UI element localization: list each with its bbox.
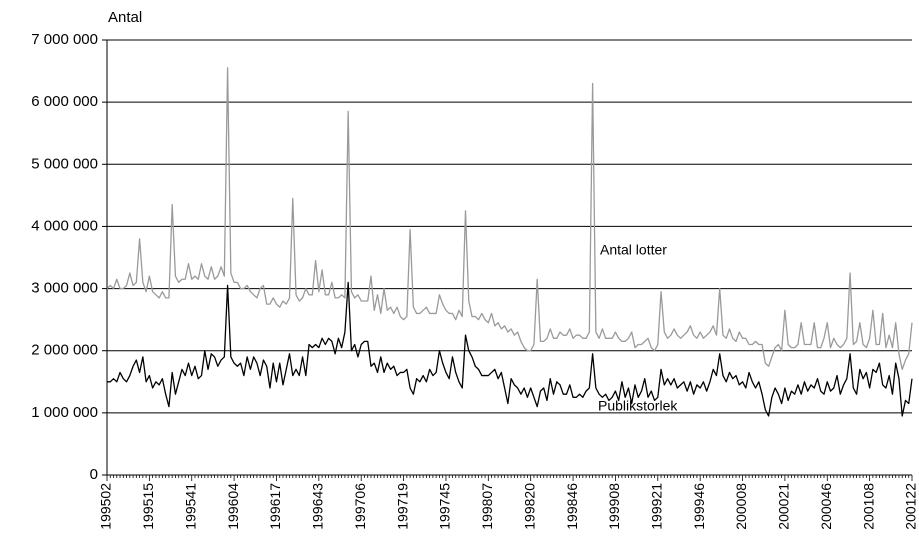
x-tick-label: 199643 bbox=[310, 483, 326, 530]
x-tick-label: 199515 bbox=[140, 483, 156, 530]
y-tick-label: 6 000 000 bbox=[31, 93, 98, 110]
y-tick-label: 3 000 000 bbox=[31, 280, 98, 297]
series-label: Publikstorlek bbox=[598, 398, 678, 414]
x-tick-label: 199946 bbox=[691, 483, 707, 530]
x-tick-label: 199908 bbox=[606, 483, 622, 530]
y-tick-label: 4 000 000 bbox=[31, 217, 98, 234]
x-tick-label: 199541 bbox=[182, 483, 198, 530]
series-line bbox=[106, 67, 913, 371]
x-tick-label: 200021 bbox=[776, 483, 792, 530]
x-tick-label: 199502 bbox=[98, 483, 114, 530]
x-tick-label: 199745 bbox=[437, 483, 453, 530]
x-tick-label: 199617 bbox=[267, 483, 283, 530]
x-tick-label: 199846 bbox=[564, 483, 580, 530]
x-tick-label: 199706 bbox=[352, 483, 368, 530]
x-tick-label: 200108 bbox=[860, 483, 876, 530]
x-tick-label: 199719 bbox=[394, 483, 410, 530]
y-axis-title: Antal bbox=[108, 9, 142, 26]
y-tick-label: 2 000 000 bbox=[31, 342, 98, 359]
x-tick-label: 199604 bbox=[225, 483, 241, 530]
x-tick-label: 199807 bbox=[479, 483, 495, 530]
y-tick-label: 0 bbox=[90, 466, 98, 483]
x-tick-label: 199921 bbox=[648, 483, 664, 530]
series-label: Antal lotter bbox=[600, 242, 667, 258]
y-tick-label: 1 000 000 bbox=[31, 404, 98, 421]
x-tick-label: 199820 bbox=[521, 483, 537, 530]
y-tick-label: 5 000 000 bbox=[31, 155, 98, 172]
x-tick-label: 200046 bbox=[818, 483, 834, 530]
series-line bbox=[107, 281, 913, 417]
x-tick-label: 200122 bbox=[903, 483, 919, 530]
y-tick-label: 7 000 000 bbox=[31, 31, 98, 48]
x-tick-label: 200008 bbox=[733, 483, 749, 530]
